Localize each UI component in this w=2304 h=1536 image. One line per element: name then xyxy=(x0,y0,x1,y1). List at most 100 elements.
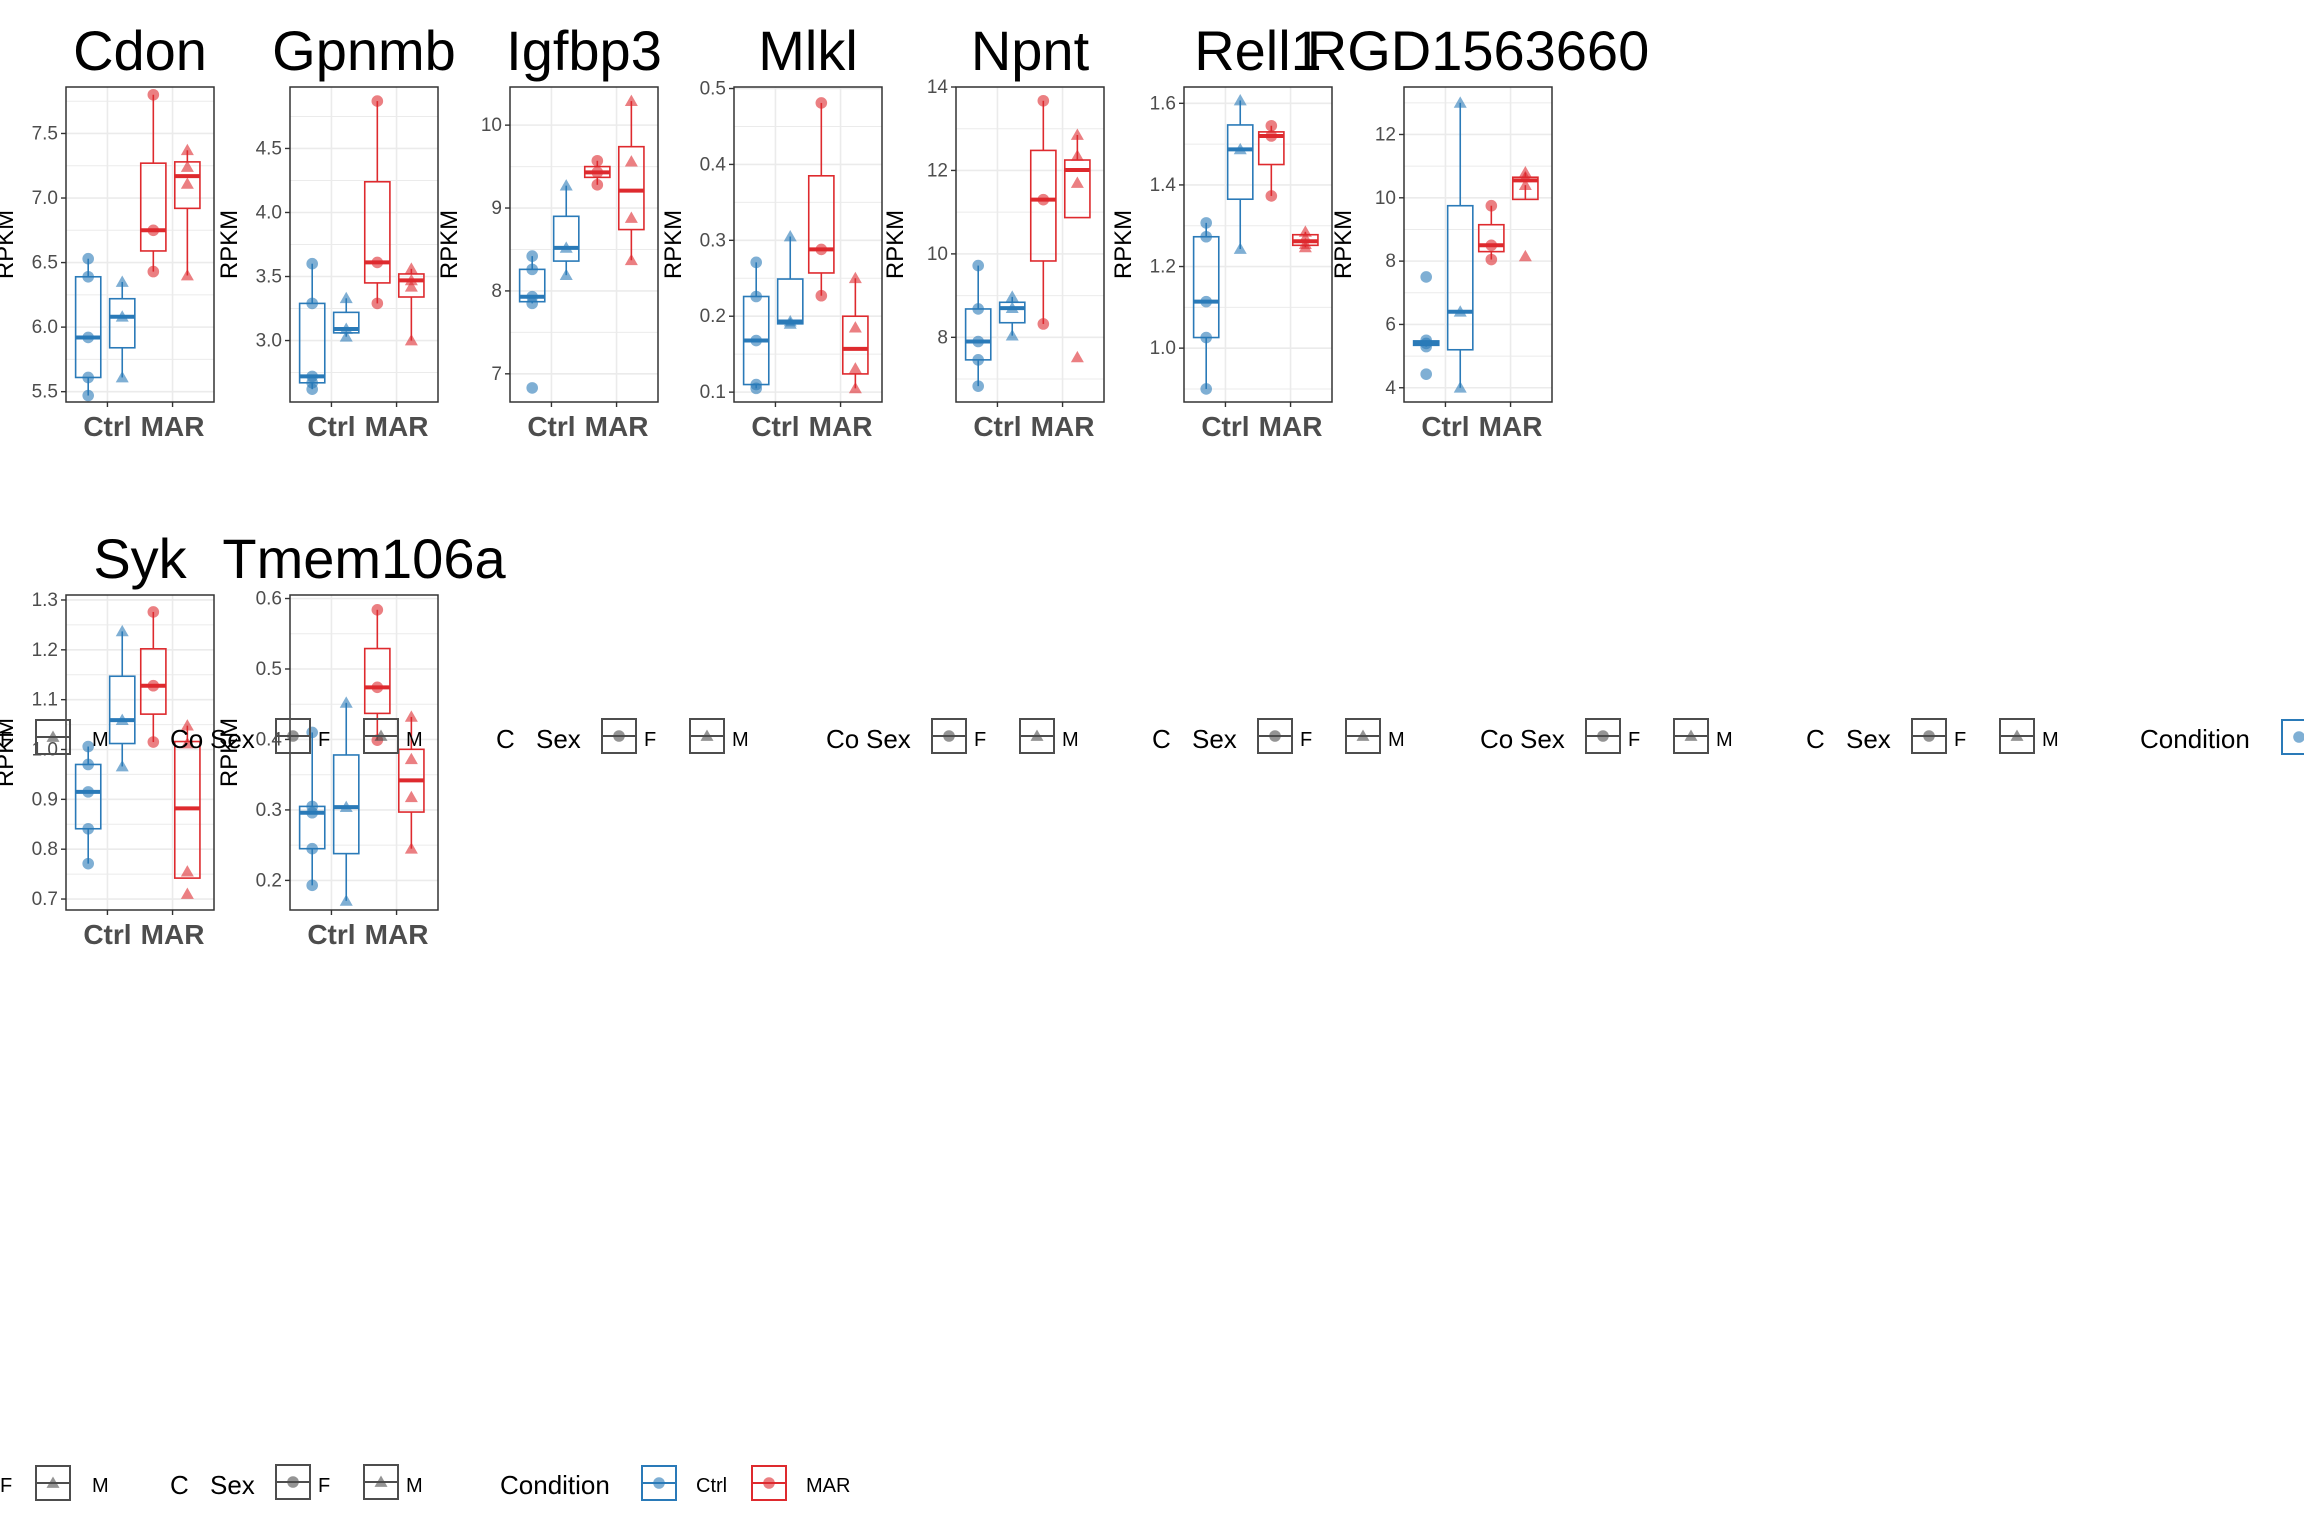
box-mar-m xyxy=(1291,225,1319,253)
data-point xyxy=(972,335,984,348)
data-point xyxy=(404,710,418,722)
data-point xyxy=(1200,230,1212,243)
data-point xyxy=(306,370,319,383)
panel-border xyxy=(1183,86,1333,403)
data-point xyxy=(624,155,638,167)
legend-key-point xyxy=(613,730,625,742)
sex-legend-title: Sex xyxy=(536,724,581,754)
box-ctrl-f xyxy=(518,250,546,394)
x-tick-label: MAR xyxy=(365,919,429,950)
box-iqr xyxy=(617,145,645,231)
x-tick-label: MAR xyxy=(141,919,205,950)
legend-key-f xyxy=(1257,718,1293,754)
data-point xyxy=(339,330,353,342)
legend-key-point xyxy=(374,729,388,741)
data-point xyxy=(1518,249,1532,262)
data-point xyxy=(180,177,194,189)
sex-legend-title: Sex xyxy=(1846,724,1891,754)
legend-key-m xyxy=(35,719,71,755)
data-point xyxy=(147,88,160,101)
condition-legend: Condition Ctrl MAR xyxy=(500,1465,850,1501)
y-tick-label: 1.3 xyxy=(32,590,58,611)
y-tick-label: 0.5 xyxy=(256,659,282,680)
box-iqr xyxy=(1226,124,1254,201)
data-point xyxy=(750,334,762,347)
sex-legend: Sex F M xyxy=(1846,718,2059,754)
legend-label-m: M xyxy=(732,729,749,751)
y-tick-label: 10 xyxy=(1375,188,1396,209)
x-tick-label: Ctrl xyxy=(1201,411,1249,442)
data-point xyxy=(147,224,160,237)
data-point xyxy=(526,382,538,394)
data-point xyxy=(1200,295,1212,308)
data-point xyxy=(1070,128,1084,140)
x-tick-label: MAR xyxy=(1031,411,1095,442)
legend-key-f xyxy=(275,718,311,754)
y-tick-label: 0.4 xyxy=(700,154,727,175)
legend-key-m xyxy=(1019,718,1055,754)
panel-background xyxy=(66,595,214,910)
data-point xyxy=(1453,96,1467,108)
box-iqr xyxy=(108,297,136,349)
data-point xyxy=(115,713,129,725)
data-point xyxy=(972,354,984,366)
box-mar-f xyxy=(1029,94,1057,330)
data-point xyxy=(1420,368,1432,380)
legend-fragment: C xyxy=(1806,724,1825,754)
x-tick-label: MAR xyxy=(1259,411,1323,442)
legend-label-f: F xyxy=(1628,729,1640,751)
data-point xyxy=(147,265,160,278)
data-point xyxy=(1485,199,1498,212)
x-tick-label: Ctrl xyxy=(1421,411,1469,442)
data-point xyxy=(815,289,828,302)
panel-title: Tmem106a xyxy=(222,527,506,590)
legend-label-ctrl: Ctrl xyxy=(696,1475,727,1497)
panel-title: Rell1 xyxy=(1194,19,1322,82)
box-mar-f xyxy=(363,95,391,310)
data-point xyxy=(1420,271,1432,283)
data-point xyxy=(115,370,129,383)
legend-row-1: F M Co Sex F M C Sex F M Co Sex F M C Sex F M Co Sex F M C Sex F… xyxy=(0,718,2304,755)
panel-mlkl: 0.1 0.2 0.3 0.4 0.5 Ctrl MAR RPKM Mlkl xyxy=(660,19,883,442)
data-point xyxy=(1070,176,1084,188)
box-mar-f xyxy=(807,97,835,302)
box-mar-m xyxy=(1511,165,1539,262)
data-point xyxy=(1233,93,1247,106)
y-axis-title: RPKM xyxy=(216,718,243,787)
legend-key-point xyxy=(2293,731,2304,743)
legend-key-point xyxy=(1923,730,1935,742)
x-tick-label: MAR xyxy=(809,411,873,442)
legend-label-m: M xyxy=(406,1475,423,1497)
data-point xyxy=(1453,381,1467,393)
y-axis-title: RPKM xyxy=(660,210,687,279)
sex-legend: Sex F M xyxy=(536,718,749,754)
y-axis-title: RPKM xyxy=(0,718,19,787)
data-point xyxy=(82,371,94,384)
data-point xyxy=(82,758,94,771)
legend-fragment: Co xyxy=(170,724,203,754)
sex-legend: Sex F M xyxy=(866,718,1079,754)
data-point xyxy=(972,303,984,315)
panel-border xyxy=(733,86,883,403)
y-tick-label: 8 xyxy=(1385,251,1396,272)
sex-legend-title: Sex xyxy=(866,724,911,754)
sex-legend-title: Sex xyxy=(1192,724,1237,754)
data-point xyxy=(371,95,384,107)
data-point xyxy=(306,297,319,310)
legend-label-f: F xyxy=(1300,729,1312,751)
data-point xyxy=(1233,142,1247,155)
y-tick-label: 14 xyxy=(927,77,949,98)
x-tick-label: Ctrl xyxy=(83,919,131,950)
data-point xyxy=(82,270,94,283)
panel-title: RGD1563660 xyxy=(1307,19,1649,82)
x-tick-label: MAR xyxy=(141,411,205,442)
legend-key-m xyxy=(1345,718,1381,754)
data-point xyxy=(82,740,94,753)
y-tick-label: 10 xyxy=(927,244,948,265)
data-point xyxy=(624,94,638,106)
y-tick-label: 6.5 xyxy=(32,253,58,274)
data-point xyxy=(115,310,129,322)
data-point xyxy=(1453,305,1467,317)
x-tick-label: MAR xyxy=(585,411,649,442)
